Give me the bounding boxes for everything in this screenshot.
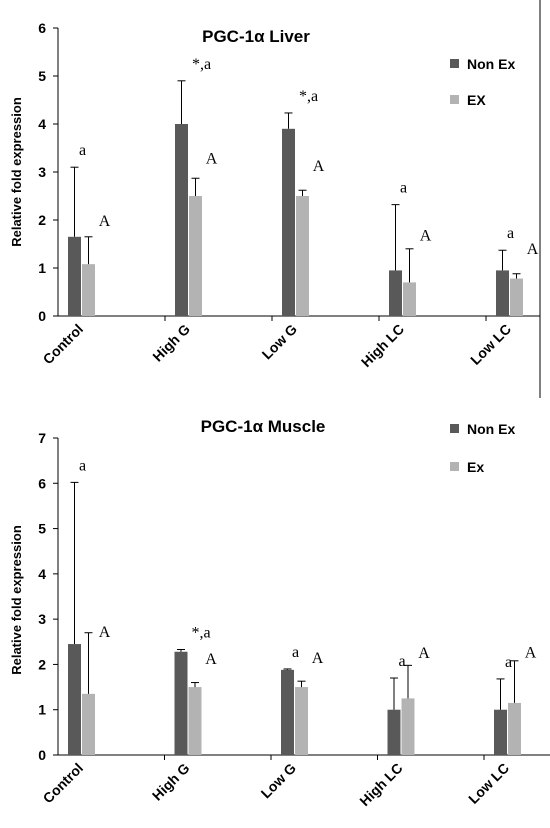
bar-non-ex: [389, 270, 402, 316]
significance-label: a: [79, 142, 86, 159]
significance-label: A: [525, 644, 537, 661]
x-tick-label: High G: [149, 760, 193, 804]
bar-non-ex: [387, 709, 401, 755]
x-tick-label: Control: [40, 321, 87, 368]
significance-label: *,a: [299, 88, 318, 105]
legend-label: Non Ex: [467, 56, 515, 72]
y-tick-label: 4: [38, 566, 46, 582]
legend-swatch: [450, 424, 459, 433]
bar-non-ex: [68, 644, 81, 755]
chart-title: PGC-1α Muscle: [201, 417, 326, 436]
bar-non-ex: [281, 669, 294, 755]
significance-label: A: [206, 151, 218, 168]
significance-label: A: [313, 158, 325, 175]
legend-swatch: [450, 462, 459, 471]
x-tick-label: High G: [149, 321, 193, 365]
significance-label: A: [527, 241, 539, 258]
y-tick-label: 5: [38, 521, 46, 537]
bar-ex: [401, 698, 415, 755]
significance-label: a: [505, 654, 512, 671]
significance-label: *,a: [192, 56, 211, 73]
y-tick-label: 6: [38, 475, 46, 491]
bar-non-ex: [496, 270, 509, 316]
x-tick-label: Control: [40, 760, 87, 807]
significance-label: A: [420, 228, 432, 245]
significance-label: a: [507, 225, 514, 242]
y-tick-label: 5: [38, 68, 46, 84]
legend-label: Non Ex: [467, 421, 515, 437]
x-tick-label: Low LC: [465, 760, 512, 807]
y-tick-label: 2: [38, 212, 46, 228]
liver-chart: PGC-1α Liver Relative fold expression 0 1…: [9, 0, 541, 398]
x-tick-label: Low LC: [467, 321, 514, 368]
x-tick-label: Low G: [259, 321, 301, 363]
significance-label: A: [99, 213, 111, 230]
y-tick-label: 1: [38, 260, 46, 276]
x-tick-label: Low G: [258, 760, 300, 802]
bar-non-ex: [68, 236, 81, 316]
significance-label: A: [99, 624, 111, 641]
bar-non-ex: [494, 709, 507, 755]
bar-non-ex: [282, 128, 295, 316]
significance-label: a: [79, 457, 86, 474]
y-tick-label: 3: [38, 611, 46, 627]
significance-label: a: [400, 180, 407, 197]
chart-title: PGC-1α Liver: [202, 27, 310, 46]
bar-ex: [82, 264, 95, 316]
significance-label: *,a: [191, 624, 210, 641]
y-tick-label: 1: [38, 702, 46, 718]
muscle-chart: PGC-1α Muscle Relative fold expression 0…: [9, 417, 550, 809]
legend-label: EX: [467, 92, 486, 108]
bar-ex: [403, 282, 416, 316]
bar-ex: [295, 687, 308, 755]
y-tick-label: 0: [38, 308, 46, 324]
significance-label: A: [418, 645, 430, 662]
legend-swatch: [450, 95, 459, 104]
bar-ex: [188, 687, 202, 755]
legend-swatch: [450, 59, 459, 68]
y-tick-label: 0: [38, 747, 46, 763]
y-axis-label: Relative fold expression: [9, 97, 24, 247]
bar-ex: [189, 196, 202, 316]
y-tick-label: 7: [38, 430, 46, 446]
bar-ex: [82, 693, 95, 755]
y-axis-label: Relative fold expression: [9, 525, 24, 675]
bar-non-ex: [174, 651, 188, 755]
significance-label: A: [312, 650, 324, 667]
bar-non-ex: [175, 124, 188, 316]
x-tick-label: High LC: [358, 321, 407, 370]
legend-label: Ex: [467, 459, 484, 475]
y-tick-label: 6: [38, 20, 46, 36]
y-tick-label: 2: [38, 656, 46, 672]
bar-ex: [508, 702, 521, 755]
y-tick-label: 4: [38, 116, 46, 132]
significance-label: A: [205, 651, 217, 668]
x-tick-label: High LC: [356, 760, 405, 809]
y-tick-label: 3: [38, 164, 46, 180]
significance-label: a: [398, 653, 405, 670]
bar-ex: [296, 196, 309, 316]
significance-label: a: [292, 644, 299, 661]
bar-ex: [510, 278, 523, 316]
